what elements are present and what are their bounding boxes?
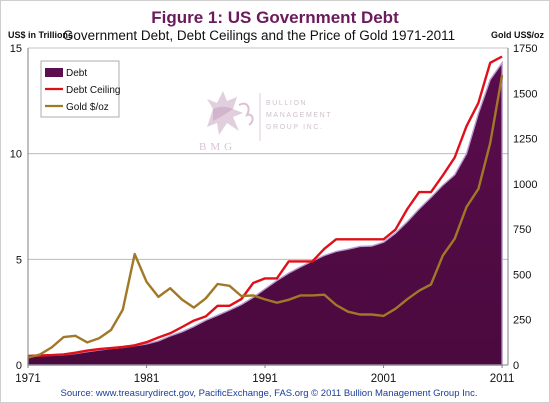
x-tick-1981: 1981	[134, 373, 160, 385]
right-tick-1500: 1500	[513, 88, 537, 100]
tick-labels: 0 5 10 15 0 250 500 750 1000 1250 1500 1750 1971 1981…	[10, 43, 538, 385]
right-tick-1000: 1000	[513, 179, 537, 191]
right-tick-1750: 1750	[513, 43, 537, 55]
legend: Debt Debt Ceiling Gold $/oz	[40, 60, 120, 118]
right-axis-unit: Gold US$/oz	[491, 30, 545, 40]
right-tick-500: 500	[513, 269, 531, 281]
x-tick-1971: 1971	[15, 373, 41, 385]
left-axis-unit: US$ in Trillions	[8, 30, 73, 40]
gold-price-line	[27, 74, 504, 359]
griffin-emblem-icon	[207, 91, 254, 135]
legend-swatch-debt	[45, 68, 63, 77]
chart-subtitle: Government Debt, Debt Ceilings and the P…	[63, 28, 455, 43]
chart-title: Figure 1: US Government Debt	[151, 8, 399, 27]
left-tick-10: 10	[10, 149, 22, 161]
legend-label-debt: Debt	[66, 68, 87, 79]
right-tick-1250: 1250	[513, 134, 537, 146]
right-tick-750: 750	[513, 224, 531, 236]
series-layer	[27, 55, 504, 366]
x-tick-2011: 2011	[490, 373, 515, 385]
source-note: Source: www.treasurydirect.gov, PacificE…	[61, 388, 478, 399]
x-tick-2001: 2001	[371, 373, 397, 385]
logo-initials: BMG	[199, 141, 236, 153]
logo-line-2: MANAGEMENT	[266, 112, 332, 119]
legend-label-gold: Gold $/oz	[66, 102, 109, 113]
x-tick-1991: 1991	[252, 373, 278, 385]
legend-label-debt-ceiling: Debt Ceiling	[66, 85, 120, 96]
bmg-logo: BMG BULLION MANAGEMENT GROUP INC.	[199, 91, 332, 153]
logo-line-3: GROUP INC.	[266, 124, 324, 131]
right-tick-250: 250	[513, 315, 531, 327]
right-tick-0: 0	[513, 360, 519, 372]
debt-ceiling-line	[27, 55, 503, 358]
left-tick-15: 15	[10, 43, 22, 55]
left-tick-0: 0	[16, 360, 22, 372]
axes	[27, 48, 509, 368]
logo-line-1: BULLION	[266, 100, 307, 107]
left-tick-5: 5	[16, 254, 22, 266]
